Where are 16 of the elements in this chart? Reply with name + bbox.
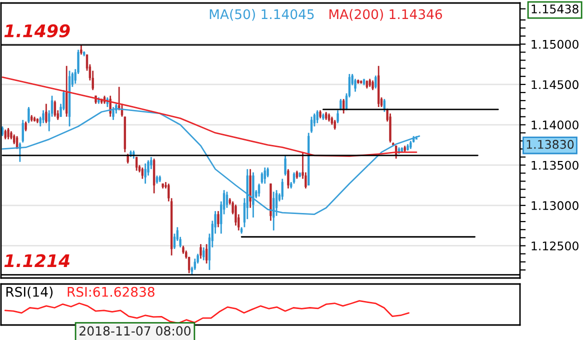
y-tick-label: 1.15000 [532,40,578,49]
y-tick-label: 1.15438 [532,4,578,14]
y-tick-label: 1.14500 [532,80,578,90]
series-label: RSI:61.62838 [68,286,154,297]
ref-line-label: 1.1499 [4,24,70,38]
text: MA(200) 1.14346 [329,9,442,21]
y-tick-label: 1.14000 [532,120,578,130]
ref-line-label: 1.1214 [4,254,70,267]
y-tick-label: 1.13000 [532,201,578,210]
text: 2018-11-07 08:00 [80,326,190,336]
line-series [2,76,418,157]
chart-title: RSI(14) [6,286,53,298]
y-tick-label: 1.13500 [532,160,578,170]
text: MA(50) 1.14045 [210,9,314,21]
text: 1.13830 [526,140,574,149]
y-tick-label: 1.12500 [532,241,578,250]
